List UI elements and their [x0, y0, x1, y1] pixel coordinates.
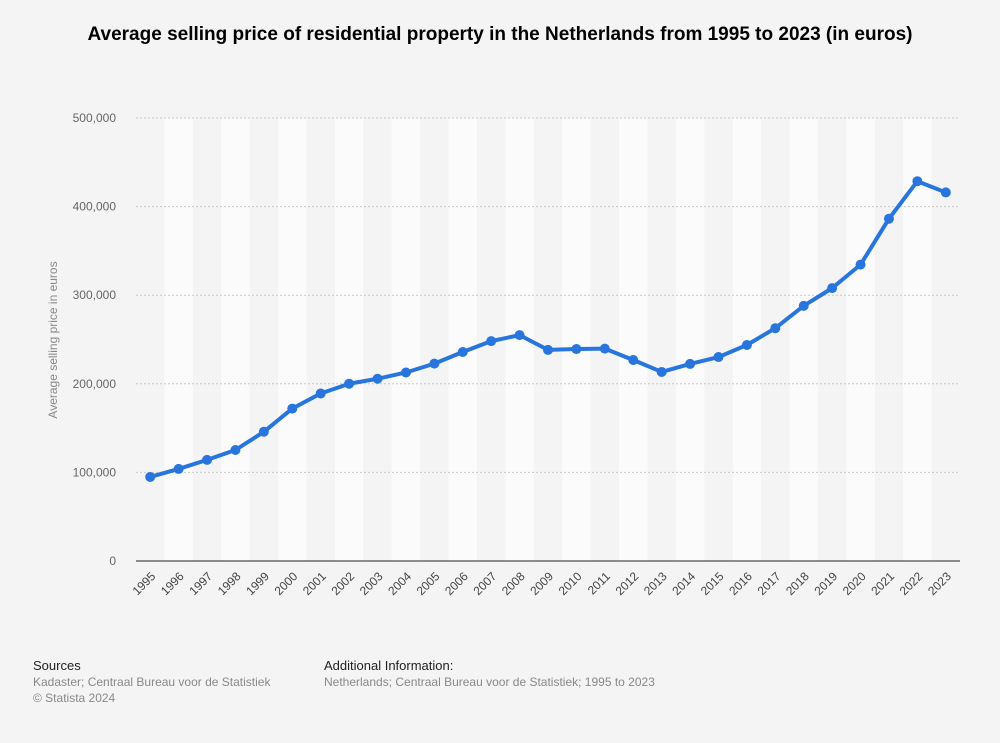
sources-label: Sources — [33, 658, 81, 673]
chart-title: Average selling price of residential pro… — [87, 24, 913, 45]
data-point — [457, 347, 468, 358]
column-band — [619, 118, 648, 561]
x-tick-label: 2013 — [641, 569, 670, 598]
x-tick-label: 2023 — [925, 569, 954, 598]
column-band — [789, 118, 818, 561]
data-point — [287, 403, 298, 414]
x-tick-label: 2020 — [840, 569, 869, 598]
x-tick-label: 1996 — [158, 569, 187, 598]
y-axis-label: Average selling price in euros — [46, 261, 60, 418]
data-point — [940, 187, 951, 198]
additional-info-block: Additional Information: Netherlands; Cen… — [324, 658, 655, 690]
x-tick-label: 2010 — [556, 569, 585, 598]
data-point — [741, 340, 752, 351]
data-point — [486, 336, 497, 347]
column-band — [278, 118, 307, 561]
x-tick-label: 2019 — [811, 569, 840, 598]
column-band — [334, 118, 364, 561]
x-tick-label: 2017 — [755, 569, 784, 598]
column-band — [675, 118, 705, 561]
x-tick-label: 1997 — [186, 569, 215, 598]
data-point — [230, 445, 241, 456]
x-tick-label: 2003 — [357, 569, 386, 598]
data-point — [145, 471, 156, 482]
data-point — [258, 426, 269, 437]
data-point — [855, 259, 866, 270]
x-tick-label: 1995 — [130, 569, 159, 598]
data-point — [713, 352, 724, 363]
column-band — [562, 118, 591, 561]
y-tick-label: 100,000 — [73, 465, 117, 479]
copyright: © Statista 2024 — [33, 691, 116, 705]
data-point — [315, 388, 326, 399]
data-point — [656, 366, 667, 377]
x-tick-label: 2016 — [726, 569, 755, 598]
y-tick-label: 500,000 — [73, 111, 117, 125]
x-tick-label: 2011 — [585, 569, 613, 597]
data-point — [514, 330, 525, 341]
x-tick-label: 2012 — [613, 569, 642, 598]
x-tick-label: 2022 — [897, 569, 926, 598]
x-tick-label: 2021 — [868, 569, 897, 598]
data-point — [429, 358, 440, 369]
data-point — [599, 343, 610, 354]
y-tick-label: 200,000 — [73, 377, 117, 391]
data-point — [883, 213, 894, 224]
sources-block: Sources Kadaster; Centraal Bureau voor d… — [33, 658, 270, 706]
x-tick-label: 2001 — [300, 569, 329, 598]
y-tick-label: 400,000 — [73, 200, 117, 214]
y-tick-label: 0 — [109, 554, 116, 568]
column-band — [448, 118, 477, 561]
data-point — [685, 358, 696, 369]
column-band — [164, 118, 193, 561]
x-tick-label: 2006 — [442, 569, 471, 598]
data-point — [798, 300, 809, 311]
column-band — [846, 118, 875, 561]
data-point — [571, 344, 582, 355]
data-point — [202, 454, 213, 465]
x-tick-label: 2009 — [527, 569, 556, 598]
x-tick-label: 2002 — [328, 569, 357, 598]
data-point — [770, 323, 781, 334]
data-line — [149, 179, 947, 479]
additional-info-label: Additional Information: — [324, 658, 454, 673]
data-point — [400, 367, 411, 378]
y-tick-label: 300,000 — [73, 288, 117, 302]
x-tick-label: 2004 — [385, 569, 414, 598]
x-tick-label: 2007 — [471, 569, 500, 598]
x-tick-label: 2000 — [272, 569, 301, 598]
sources-text: Kadaster; Centraal Bureau voor de Statis… — [33, 675, 271, 689]
x-tick-label: 2014 — [669, 569, 698, 598]
column-band — [391, 118, 421, 561]
data-point — [372, 373, 383, 384]
data-point — [173, 463, 184, 474]
data-point — [912, 176, 923, 187]
x-tick-label: 1999 — [243, 569, 272, 598]
x-tick-label: 2008 — [499, 569, 528, 598]
data-point — [344, 378, 355, 389]
x-tick-label: 2018 — [783, 569, 812, 598]
data-point — [628, 354, 639, 365]
x-tick-label: 1998 — [215, 569, 244, 598]
data-point — [543, 344, 553, 355]
x-tick-label: 2015 — [698, 569, 727, 598]
additional-info-text: Netherlands; Centraal Bureau voor de Sta… — [324, 675, 655, 689]
x-tick-label: 2005 — [414, 569, 443, 598]
column-band — [221, 118, 250, 561]
data-point — [827, 283, 838, 294]
